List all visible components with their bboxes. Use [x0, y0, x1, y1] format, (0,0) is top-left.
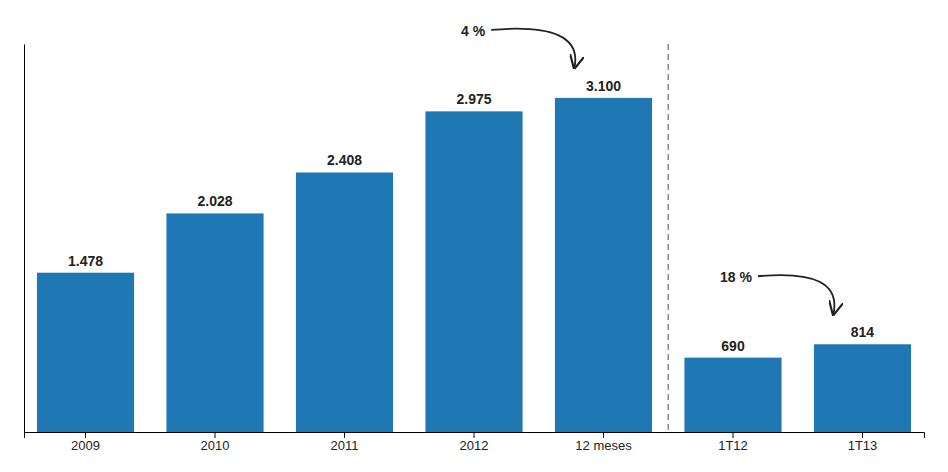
data-label: 814: [851, 324, 875, 340]
x-tick-mark: [474, 432, 475, 438]
chart-svg: 2009 2010 2011 2012 12 meses 1T12 1T13 1.478 2.0…: [0, 0, 948, 472]
x-tick: 2011: [331, 432, 359, 453]
annotation: 18 %: [720, 269, 752, 285]
x-axis-line: [25, 433, 925, 439]
x-tick-label: 2011: [331, 438, 359, 453]
separator: [667, 44, 669, 432]
data-label: 2.408: [327, 152, 362, 168]
data-label: 2.028: [197, 193, 232, 209]
x-tick-label: 2010: [201, 438, 230, 453]
annotation: 4 %: [461, 23, 486, 39]
x-tick: 2010: [201, 432, 230, 453]
x-tick: 1T12: [718, 432, 748, 453]
bar: [684, 358, 781, 432]
chart-container: 2009 2010 2011 2012 12 meses 1T12 1T13 1.478 2.0…: [0, 0, 948, 472]
bar: [555, 98, 652, 432]
x-tick-mark: [215, 432, 216, 438]
x-tick-label: 1T13: [848, 438, 878, 453]
x-axis: 2009 2010 2011 2012 12 meses 1T12 1T13: [25, 432, 925, 453]
x-tick: 2009: [71, 432, 100, 453]
data-labels: 1.478 2.028 2.408 2.975 3.100 690 814: [68, 78, 874, 354]
plot: 2009 2010 2011 2012 12 meses 1T12 1T13 1.478 2.0…: [25, 23, 925, 453]
bar: [425, 111, 522, 432]
x-tick-label: 12 meses: [575, 438, 632, 453]
x-tick-label: 2009: [71, 438, 100, 453]
x-tick-mark: [603, 432, 604, 438]
bar: [37, 273, 134, 432]
bar: [296, 172, 393, 432]
bars: [37, 98, 911, 432]
bar: [814, 344, 911, 432]
x-tick-mark: [732, 432, 733, 438]
annotation-arrow: [491, 29, 575, 68]
data-label: 690: [721, 338, 745, 354]
x-tick-mark: [862, 432, 863, 438]
x-tick: 2012: [460, 432, 489, 453]
data-label: 1.478: [68, 253, 103, 269]
x-tick-mark: [344, 432, 345, 438]
y-axis-line: [24, 45, 25, 433]
y-axis: [24, 45, 25, 433]
annotations: 4 % 18 %: [461, 23, 834, 314]
x-tick-label: 2012: [460, 438, 489, 453]
data-label: 2.975: [456, 91, 491, 107]
data-label: 3.100: [586, 78, 621, 94]
x-tick: 12 meses: [575, 432, 632, 453]
x-tick-mark: [85, 432, 86, 438]
x-tick-label: 1T12: [718, 438, 748, 453]
annotation-arrow: [758, 275, 834, 314]
x-tick: 1T13: [848, 432, 878, 453]
bar: [166, 213, 263, 432]
